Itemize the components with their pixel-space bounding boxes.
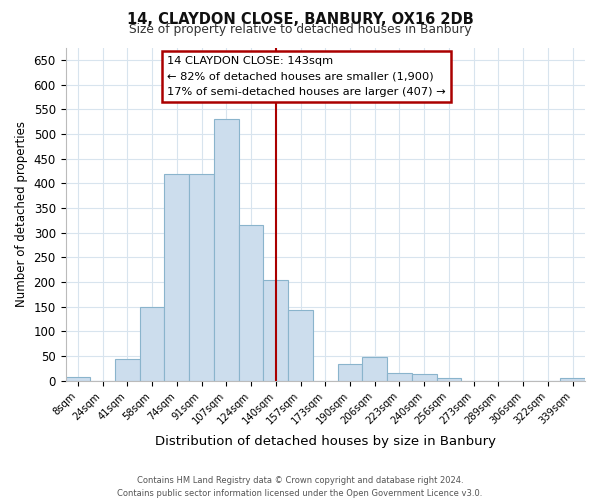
Y-axis label: Number of detached properties: Number of detached properties	[15, 121, 28, 307]
Text: Size of property relative to detached houses in Banbury: Size of property relative to detached ho…	[128, 24, 472, 36]
Text: 14 CLAYDON CLOSE: 143sqm
← 82% of detached houses are smaller (1,900)
17% of sem: 14 CLAYDON CLOSE: 143sqm ← 82% of detach…	[167, 56, 445, 97]
X-axis label: Distribution of detached houses by size in Banbury: Distribution of detached houses by size …	[155, 434, 496, 448]
Bar	[288, 310, 313, 381]
Bar	[338, 364, 362, 381]
Bar	[164, 174, 189, 381]
Bar	[65, 377, 90, 381]
Bar	[560, 378, 585, 381]
Bar	[239, 226, 263, 381]
Bar	[214, 119, 239, 381]
Text: 14, CLAYDON CLOSE, BANBURY, OX16 2DB: 14, CLAYDON CLOSE, BANBURY, OX16 2DB	[127, 12, 473, 28]
Bar	[412, 374, 437, 381]
Bar	[263, 280, 288, 381]
Bar	[362, 357, 387, 381]
Bar	[140, 307, 164, 381]
Bar	[437, 378, 461, 381]
Bar	[387, 374, 412, 381]
Bar	[189, 174, 214, 381]
Text: Contains HM Land Registry data © Crown copyright and database right 2024.
Contai: Contains HM Land Registry data © Crown c…	[118, 476, 482, 498]
Bar	[115, 359, 140, 381]
